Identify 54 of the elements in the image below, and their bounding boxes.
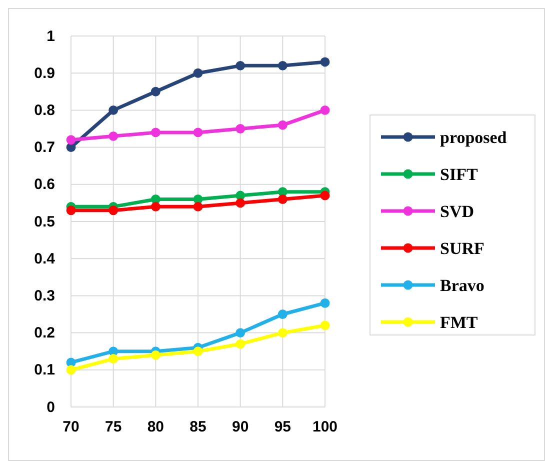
point (320, 57, 330, 67)
point (236, 198, 246, 208)
legend-label: FMT (440, 313, 478, 332)
point (108, 206, 118, 216)
y-tick-label: 0.5 (34, 213, 55, 230)
point (278, 194, 288, 204)
x-tick-label: 75 (104, 418, 122, 436)
point (108, 105, 118, 115)
point (193, 346, 203, 356)
x-tick-label: 85 (190, 418, 206, 436)
point (150, 202, 160, 212)
point (278, 60, 288, 70)
point (320, 298, 330, 308)
point (193, 68, 203, 78)
y-tick-label: 0.2 (34, 324, 55, 342)
point (193, 202, 203, 212)
legend-label: SURF (440, 239, 484, 258)
y-tick-label: 0.3 (34, 288, 55, 304)
point (278, 120, 288, 130)
point (66, 206, 76, 216)
x-tick-label: 70 (62, 418, 80, 436)
point (236, 60, 246, 70)
point (320, 105, 330, 115)
point (236, 328, 246, 338)
point (320, 190, 330, 200)
point (150, 350, 160, 360)
point (236, 124, 246, 134)
y-tick-label: 0.4 (34, 250, 56, 268)
y-tick-label: 0.7 (34, 139, 55, 156)
legend-label: proposed (440, 128, 508, 147)
point (193, 128, 203, 138)
point (150, 128, 160, 138)
point (108, 354, 118, 364)
y-tick-label: 0.8 (34, 102, 55, 119)
point (278, 310, 288, 319)
y-tick-label: 0.9 (34, 64, 55, 82)
legend-label: SVD (440, 202, 474, 221)
legend-label: SIFT (440, 165, 478, 184)
point (108, 131, 118, 141)
point (236, 339, 246, 349)
x-tick-label: 90 (232, 418, 249, 436)
x-tick-label: 100 (312, 418, 338, 436)
point (66, 365, 76, 375)
y-tick-label: 0.1 (34, 362, 55, 379)
x-tick-label: 95 (274, 418, 292, 436)
point (278, 328, 288, 338)
y-tick-label: 1 (46, 28, 55, 45)
y-tick-label: 0.6 (34, 176, 55, 194)
x-tick-label: 80 (147, 418, 164, 436)
point (320, 320, 330, 330)
point (150, 86, 160, 96)
legend-label: Bravo (440, 276, 484, 295)
point (66, 135, 76, 145)
y-tick-label: 0 (46, 398, 55, 416)
